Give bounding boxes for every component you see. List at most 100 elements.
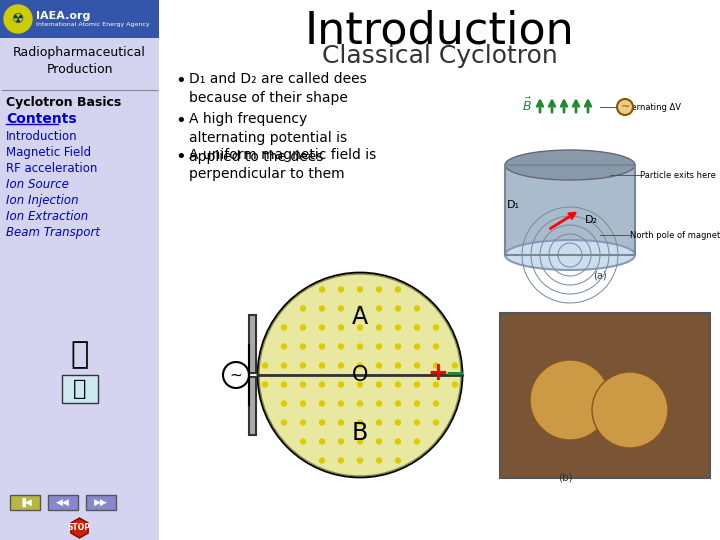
Circle shape <box>319 305 325 312</box>
Text: Cyclotron Basics: Cyclotron Basics <box>6 96 121 109</box>
Circle shape <box>395 343 401 350</box>
Circle shape <box>376 400 382 407</box>
Text: +: + <box>428 361 449 385</box>
Text: A: A <box>352 305 368 329</box>
Circle shape <box>414 343 420 350</box>
Circle shape <box>433 419 439 426</box>
Circle shape <box>376 381 382 388</box>
Circle shape <box>376 362 382 369</box>
Circle shape <box>395 438 401 445</box>
Circle shape <box>300 438 306 445</box>
Circle shape <box>414 419 420 426</box>
Circle shape <box>338 343 344 350</box>
Circle shape <box>395 362 401 369</box>
Text: B: B <box>352 421 368 445</box>
Text: ▶▶: ▶▶ <box>94 498 108 507</box>
Circle shape <box>357 362 363 369</box>
Text: RF acceleration: RF acceleration <box>6 162 97 175</box>
Text: Beam Transport: Beam Transport <box>6 226 100 239</box>
Circle shape <box>433 381 439 388</box>
Circle shape <box>338 286 344 293</box>
Circle shape <box>281 381 287 388</box>
Circle shape <box>300 362 306 369</box>
Circle shape <box>357 400 363 407</box>
Text: Introduction: Introduction <box>6 130 78 143</box>
Text: A uniform magnetic field is
perpendicular to them: A uniform magnetic field is perpendicula… <box>189 148 377 181</box>
Bar <box>10 495 40 510</box>
Circle shape <box>4 5 32 33</box>
Text: A high frequency
alternating potential is
applied to the dees: A high frequency alternating potential i… <box>189 112 347 164</box>
Text: (b): (b) <box>558 472 572 482</box>
Circle shape <box>414 438 420 445</box>
Text: Particle exits here: Particle exits here <box>640 171 716 179</box>
Circle shape <box>376 343 382 350</box>
Circle shape <box>319 381 325 388</box>
Circle shape <box>395 305 401 312</box>
Circle shape <box>617 99 633 115</box>
Circle shape <box>262 381 268 388</box>
Bar <box>48 495 78 510</box>
Circle shape <box>414 325 420 330</box>
Circle shape <box>376 419 382 426</box>
Circle shape <box>319 438 325 445</box>
Text: Ion Source: Ion Source <box>6 178 69 191</box>
Circle shape <box>452 381 458 388</box>
Circle shape <box>414 381 420 388</box>
Circle shape <box>414 305 420 312</box>
Circle shape <box>281 400 287 407</box>
Circle shape <box>319 343 325 350</box>
Text: $\vec{B}$: $\vec{B}$ <box>522 96 532 113</box>
Circle shape <box>592 372 668 448</box>
Bar <box>249 315 256 373</box>
Text: Contents: Contents <box>6 112 76 126</box>
Circle shape <box>530 360 610 440</box>
Bar <box>249 377 256 435</box>
Text: 🤓: 🤓 <box>73 379 86 399</box>
Circle shape <box>338 381 344 388</box>
Circle shape <box>395 419 401 426</box>
Text: O: O <box>352 365 368 385</box>
Text: D₂: D₂ <box>585 215 598 225</box>
Text: (a): (a) <box>593 270 607 280</box>
Circle shape <box>262 362 268 369</box>
Text: ~: ~ <box>621 102 629 112</box>
Text: IAEA.org: IAEA.org <box>36 11 91 21</box>
Circle shape <box>357 343 363 350</box>
Circle shape <box>433 400 439 407</box>
Text: ☢: ☢ <box>12 12 24 26</box>
Ellipse shape <box>505 240 635 270</box>
Circle shape <box>281 362 287 369</box>
Text: North pole of magnet: North pole of magnet <box>630 231 720 240</box>
Circle shape <box>452 362 458 369</box>
Circle shape <box>395 381 401 388</box>
Text: Magnetic Field: Magnetic Field <box>6 146 91 159</box>
Bar <box>0 0 159 38</box>
Circle shape <box>357 438 363 445</box>
Circle shape <box>319 362 325 369</box>
Circle shape <box>376 305 382 312</box>
Circle shape <box>433 325 439 330</box>
Circle shape <box>319 286 325 293</box>
Text: D₁: D₁ <box>507 200 520 210</box>
Text: International Atomic Energy Agency: International Atomic Energy Agency <box>36 22 150 27</box>
Bar <box>0 0 159 540</box>
Bar <box>86 495 116 510</box>
Circle shape <box>357 381 363 388</box>
Circle shape <box>319 400 325 407</box>
Circle shape <box>395 457 401 464</box>
Circle shape <box>300 400 306 407</box>
Wedge shape <box>259 375 461 476</box>
Circle shape <box>281 419 287 426</box>
Circle shape <box>414 400 420 407</box>
Circle shape <box>357 286 363 293</box>
Bar <box>505 165 635 255</box>
Circle shape <box>319 419 325 426</box>
Text: ▐◀: ▐◀ <box>18 498 32 507</box>
Circle shape <box>300 381 306 388</box>
Circle shape <box>357 419 363 426</box>
Circle shape <box>395 286 401 293</box>
Bar <box>505 165 635 255</box>
Text: D₁ and D₂ are called dees
because of their shape: D₁ and D₂ are called dees because of the… <box>189 72 366 105</box>
Circle shape <box>414 362 420 369</box>
Text: ~: ~ <box>230 368 243 382</box>
